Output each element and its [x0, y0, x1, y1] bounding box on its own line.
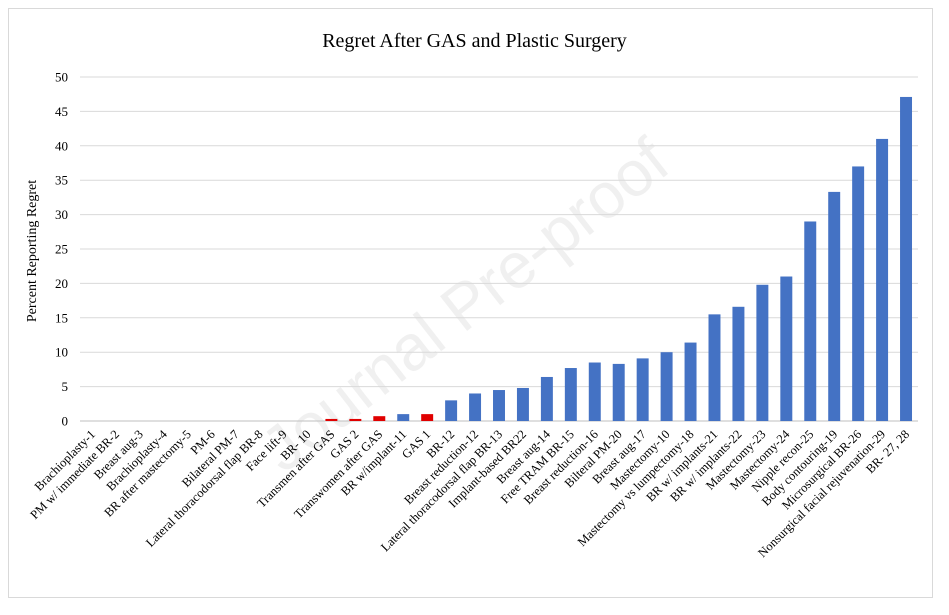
- bar: [636, 358, 649, 421]
- y-tick-label: 20: [55, 276, 68, 291]
- y-tick-label: 0: [62, 414, 69, 429]
- y-tick-label: 10: [55, 345, 68, 360]
- bar: [421, 414, 434, 421]
- bar: [828, 191, 841, 421]
- y-tick-label: 40: [55, 138, 68, 153]
- y-tick-label: 25: [55, 242, 68, 257]
- bar: [493, 390, 505, 421]
- bar: [325, 418, 338, 421]
- bar: [540, 376, 553, 421]
- bar: [469, 393, 482, 421]
- bar: [564, 368, 577, 421]
- y-axis-title: Percent Reporting Regret: [25, 180, 40, 322]
- y-tick-label: 30: [55, 207, 68, 222]
- chart-title: Regret After GAS and Plastic Surgery: [322, 30, 627, 52]
- bar: [445, 400, 458, 421]
- bar: [852, 166, 865, 421]
- bar: [756, 284, 769, 421]
- chart-frame: [8, 8, 933, 598]
- bar: [516, 387, 529, 421]
- bar: [349, 418, 362, 421]
- y-tick-label: 15: [55, 310, 68, 325]
- bar: [612, 363, 625, 421]
- bar: [708, 314, 721, 421]
- bar: [732, 306, 745, 421]
- bar: [900, 96, 913, 422]
- bar: [660, 352, 673, 421]
- y-tick-label: 45: [55, 104, 68, 119]
- bar: [684, 342, 697, 421]
- bar: [397, 414, 410, 421]
- bar: [804, 221, 817, 421]
- y-tick-label: 50: [55, 70, 68, 85]
- y-tick-label: 35: [55, 173, 68, 188]
- bar: [876, 138, 889, 422]
- bar: [373, 416, 386, 421]
- bar: [588, 362, 601, 421]
- bar: [780, 276, 793, 421]
- y-tick-label: 5: [62, 379, 69, 394]
